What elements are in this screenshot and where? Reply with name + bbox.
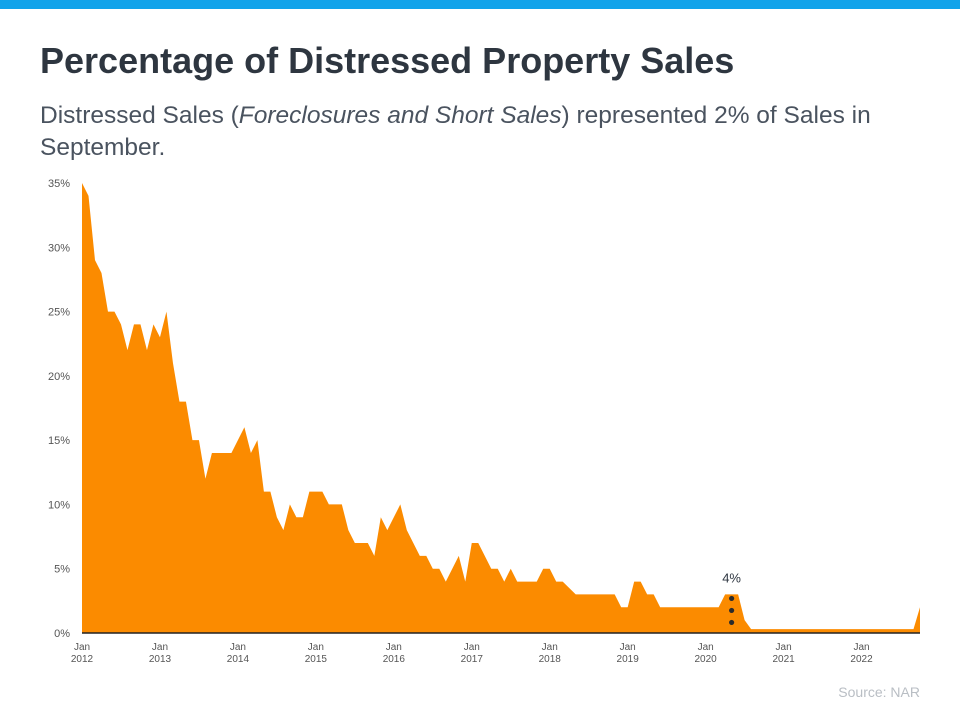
annotation-dot (729, 619, 735, 626)
x-tick-label-month: Jan (776, 642, 792, 653)
x-tick-label-year: 2020 (695, 654, 718, 665)
annotation-dot (729, 595, 735, 602)
x-tick-label-month: Jan (620, 642, 636, 653)
x-tick-label-year: 2018 (539, 654, 562, 665)
x-tick-label-year: 2016 (383, 654, 406, 665)
x-tick-label-year: 2015 (305, 654, 328, 665)
x-tick-label-year: 2014 (227, 654, 250, 665)
y-tick-label: 20% (48, 371, 70, 383)
annotation-label: 4% (722, 570, 741, 585)
source-note: Source: NAR (838, 684, 920, 700)
x-tick-label-year: 2022 (850, 654, 873, 665)
x-tick-label-year: 2019 (617, 654, 640, 665)
x-tick-label-month: Jan (386, 642, 402, 653)
accent-bar (0, 0, 960, 9)
page-subtitle: Distressed Sales (Foreclosures and Short… (40, 100, 940, 164)
y-tick-label: 15% (48, 435, 70, 447)
subtitle-prefix: Distressed Sales ( (40, 102, 239, 129)
x-tick-label-month: Jan (853, 642, 869, 653)
y-tick-label: 5% (54, 564, 70, 576)
y-tick-label: 35% (48, 178, 70, 190)
x-tick-label-month: Jan (308, 642, 324, 653)
x-tick-label-year: 2021 (772, 654, 795, 665)
y-tick-label: 10% (48, 499, 70, 511)
x-tick-label-month: Jan (542, 642, 558, 653)
x-tick-label-year: 2017 (461, 654, 484, 665)
x-tick-label-month: Jan (230, 642, 246, 653)
x-tick-label-month: Jan (698, 642, 714, 653)
page-title: Percentage of Distressed Property Sales (40, 40, 735, 81)
y-tick-label: 30% (48, 242, 70, 254)
annotation-dot (729, 607, 735, 614)
y-tick-label: 25% (48, 307, 70, 319)
distressed-sales-area (82, 183, 920, 633)
x-tick-label-year: 2012 (71, 654, 94, 665)
x-tick-label-year: 2013 (149, 654, 172, 665)
subtitle-suffix: ) represented 2% of Sales in September. (40, 102, 871, 161)
x-tick-label-month: Jan (464, 642, 480, 653)
y-tick-label: 0% (54, 628, 70, 640)
x-tick-label-month: Jan (74, 642, 90, 653)
x-tick-label-month: Jan (152, 642, 168, 653)
distressed-sales-area-chart: 0%5%10%15%20%25%30%35%Jan2012Jan2013Jan2… (48, 178, 920, 665)
subtitle-italic: Foreclosures and Short Sales (238, 102, 562, 129)
